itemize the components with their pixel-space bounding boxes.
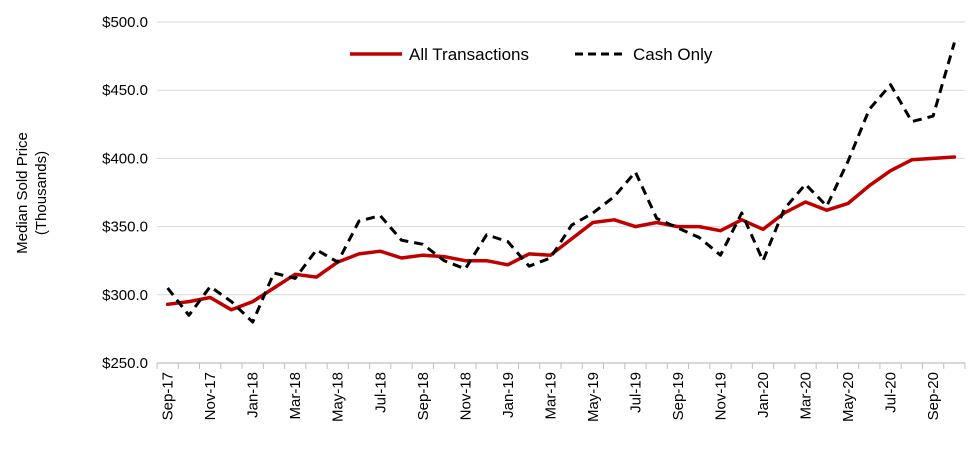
x-tick-label: Jan-18 bbox=[245, 372, 262, 418]
y-tick-label: $350.0 bbox=[102, 219, 148, 236]
legend-label-cash-only: Cash Only bbox=[633, 45, 713, 64]
x-tick-label: Jan-20 bbox=[755, 372, 772, 418]
y-tick-label: $400.0 bbox=[102, 150, 148, 167]
x-tick-label: Nov-18 bbox=[457, 372, 474, 420]
x-tick-label: Nov-17 bbox=[202, 372, 219, 420]
y-tick-label: $300.0 bbox=[102, 287, 148, 304]
x-tick-label: Nov-19 bbox=[712, 372, 729, 420]
x-tick-label: May-18 bbox=[330, 372, 347, 422]
x-tick-label: Jul-20 bbox=[883, 372, 900, 413]
x-tick-label: Mar-19 bbox=[542, 372, 559, 420]
series-line-cash-only bbox=[166, 42, 956, 324]
y-axis-title-line-1: Median Sold Price bbox=[14, 132, 31, 254]
y-axis-title-line-2: (Thousands) bbox=[33, 151, 50, 235]
axes: $250.0 $300.0 $350.0 $400.0 $450.0 $500.0 Sep-… bbox=[102, 14, 966, 422]
series-line-all-transactions bbox=[165, 155, 957, 312]
y-axis-title: Median Sold Price (Thousands) bbox=[14, 132, 50, 254]
x-tick-label: May-19 bbox=[585, 372, 602, 422]
legend-label-all-transactions: All Transactions bbox=[409, 45, 529, 64]
x-tick-label: Mar-20 bbox=[798, 372, 815, 420]
y-tick-label: $500.0 bbox=[102, 14, 148, 31]
gridlines bbox=[157, 21, 965, 296]
y-tick-label: $250.0 bbox=[102, 355, 148, 372]
x-tick-label: Sep-19 bbox=[670, 372, 687, 420]
x-tick-label: Sep-18 bbox=[415, 372, 432, 420]
x-tick-label: May-20 bbox=[840, 372, 857, 422]
x-tick-label: Jan-19 bbox=[500, 372, 517, 418]
x-tick-label: Jul-18 bbox=[372, 372, 389, 413]
x-tick-label: Sep-20 bbox=[925, 372, 942, 420]
x-tick-label: Jul-19 bbox=[627, 372, 644, 413]
x-tick-label: Mar-18 bbox=[287, 372, 304, 420]
x-tick-label: Sep-17 bbox=[160, 372, 177, 420]
y-tick-label: $450.0 bbox=[102, 82, 148, 99]
legend: All Transactions Cash Only bbox=[350, 45, 713, 64]
series-lines bbox=[165, 42, 957, 324]
